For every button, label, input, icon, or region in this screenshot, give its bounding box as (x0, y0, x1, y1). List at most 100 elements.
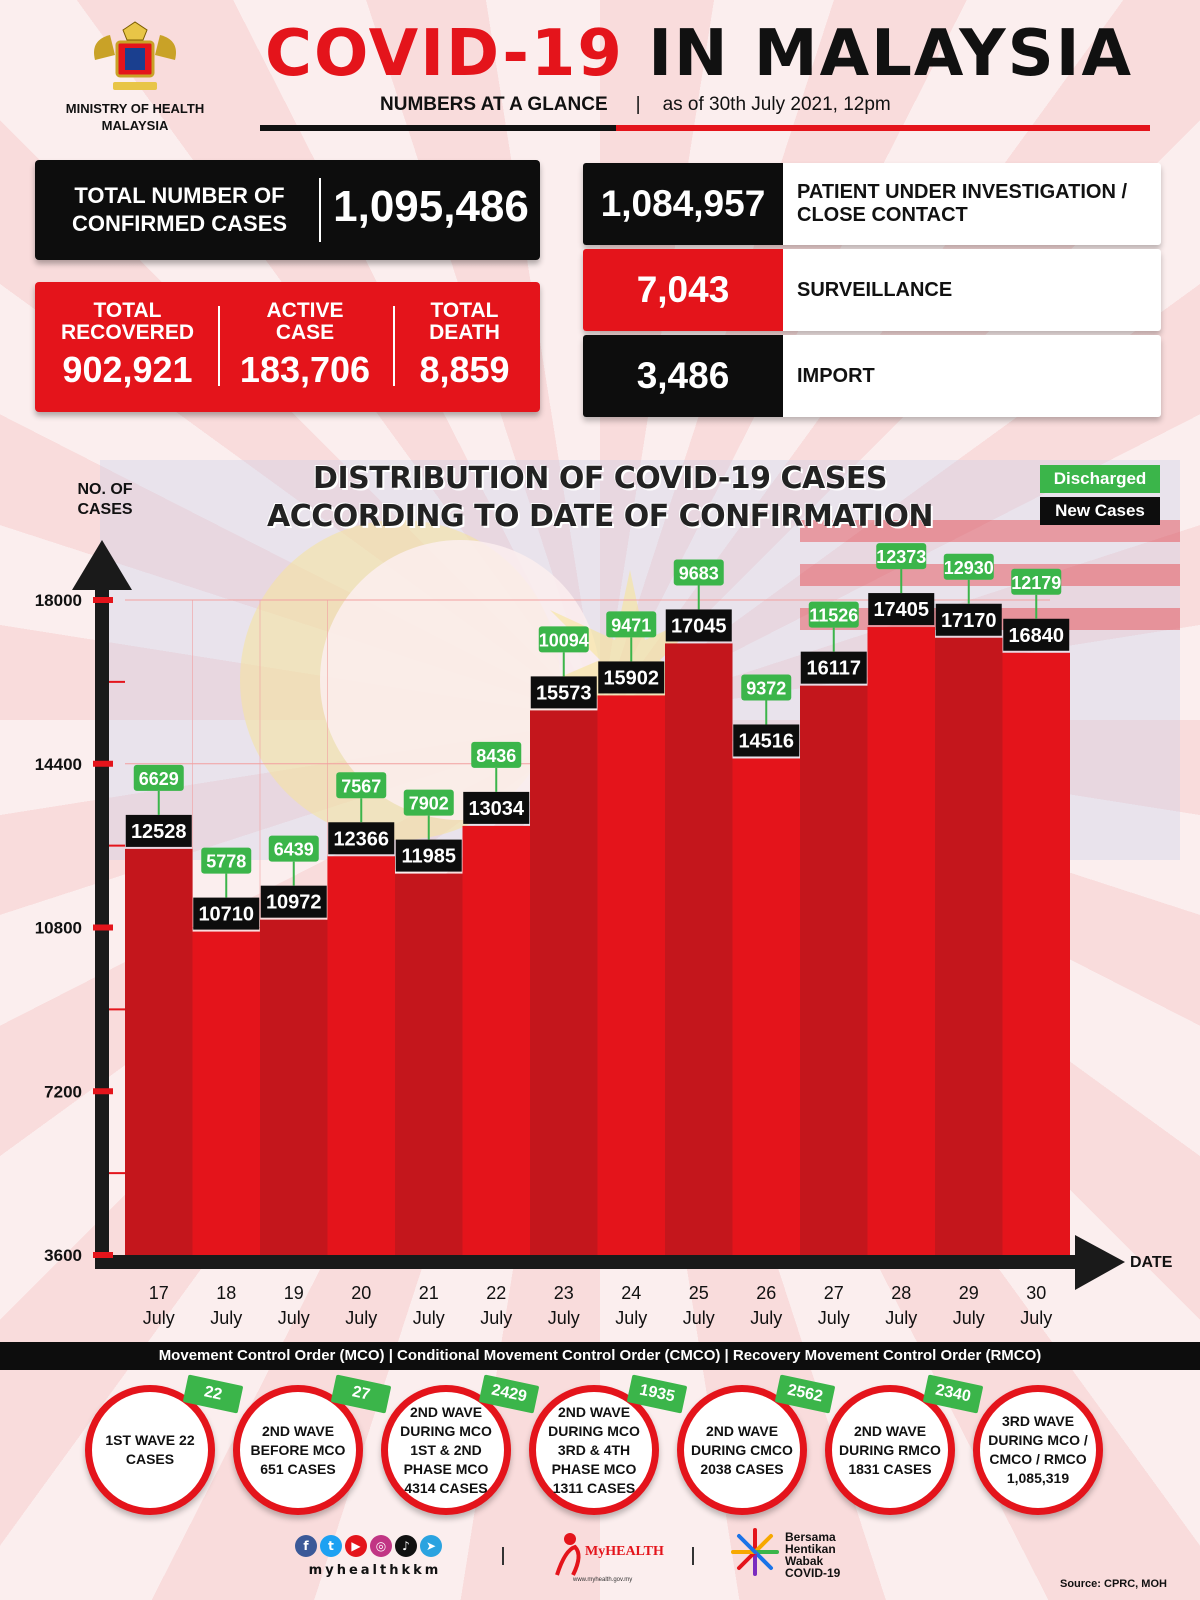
legend-new-cases: New Cases (1040, 497, 1160, 525)
twitter-icon[interactable]: t (320, 1535, 342, 1557)
new-cases-label-bg (193, 897, 260, 930)
divider (393, 306, 395, 386)
y-minor-tick (109, 1172, 125, 1175)
new-cases-label: 17405 (873, 599, 929, 621)
surveillance-row: 7,043 SURVEILLANCE (583, 249, 1161, 331)
bar-new-cases (260, 919, 328, 1255)
new-cases-label-bg (1003, 618, 1070, 651)
new-cases-label-bg (530, 676, 597, 709)
divider (319, 178, 321, 242)
new-cases-label-bg (598, 661, 665, 694)
discharged-label-bg (538, 626, 589, 653)
import-value: 3,486 (583, 335, 783, 417)
legend-discharged: Discharged (1040, 465, 1160, 493)
x-tick-month: July (480, 1308, 512, 1328)
new-cases-label-bg (395, 839, 462, 872)
x-tick-day: 23 (554, 1283, 574, 1303)
active-label: ACTIVE CASE (266, 299, 344, 344)
x-axis-line (95, 1255, 1095, 1269)
chart-legend: Discharged New Cases (1040, 465, 1160, 529)
new-cases-label-bg (868, 593, 935, 626)
y-axis-line (95, 585, 109, 1263)
new-cases-label: 16117 (806, 658, 861, 680)
y-tick (93, 597, 113, 603)
footer-divider (502, 1547, 504, 1565)
title-malaysia: IN MALAYSIA (648, 17, 1134, 91)
death-value: 8,859 (419, 349, 510, 390)
source-note: Source: CPRC, MOH (1060, 1578, 1167, 1590)
discharged-label: 9471 (611, 615, 651, 635)
as-of-date: as of 30th July 2021, 12pm (662, 94, 891, 115)
discharged-label-bg (268, 835, 319, 862)
x-tick-month: July (143, 1308, 175, 1328)
x-tick-day: 30 (1026, 1283, 1046, 1303)
discharged-label: 9372 (746, 678, 786, 698)
y-tick-label: 3600 (44, 1246, 82, 1265)
x-tick-day: 19 (284, 1283, 304, 1303)
mco-legend-bar: Movement Control Order (MCO) | Condition… (0, 1342, 1200, 1370)
new-cases-label: 17045 (671, 615, 727, 637)
discharged-label: 11526 (809, 606, 858, 626)
new-cases-label-bg (260, 885, 327, 918)
pui-label: PATIENT UNDER INVESTIGATION / CLOSE CONT… (797, 181, 1128, 226)
bar-chart: 12528 6629 10710 5778 10972 6439 12366 7567 1198… (35, 540, 1125, 1328)
discharged-label: 7902 (409, 794, 449, 814)
tiktok-icon[interactable]: ♪ (395, 1535, 417, 1557)
discharged-label-bg (673, 559, 724, 586)
x-tick-day: 27 (824, 1283, 844, 1303)
new-cases-label-bg (463, 791, 530, 824)
wave-circle: 2ND WAVE DURING MCO 3RD & 4TH PHASE MCO … (529, 1385, 659, 1515)
new-cases-label: 10972 (266, 892, 322, 914)
discharged-label: 12179 (1011, 573, 1061, 593)
x-tick-day: 17 (149, 1283, 169, 1303)
y-minor-tick (109, 1008, 125, 1011)
bar-new-cases (1002, 652, 1070, 1255)
x-tick-day: 25 (689, 1283, 709, 1303)
discharged-label: 12373 (876, 547, 926, 567)
x-tick-month: July (683, 1308, 715, 1328)
title-covid: COVID-19 (265, 17, 624, 91)
discharged-label-bg (403, 789, 454, 816)
bar-new-cases (125, 848, 193, 1255)
myhealth-url: www.myhealth.gov.my (572, 1577, 632, 1583)
discharged-label-bg (1011, 568, 1062, 595)
bar-new-cases (800, 685, 868, 1255)
new-cases-label: 14516 (738, 730, 794, 752)
x-tick-month: July (278, 1308, 310, 1328)
x-tick-month: July (615, 1308, 647, 1328)
x-tick-month: July (210, 1308, 242, 1328)
telegram-icon[interactable]: ➤ (420, 1535, 442, 1557)
instagram-icon[interactable]: ◎ (370, 1535, 392, 1557)
new-cases-label-bg (328, 822, 395, 855)
new-cases-label-bg (800, 651, 867, 684)
social-handle: myhealthkkm (308, 1563, 442, 1578)
page-title: COVID-19 IN MALAYSIA (265, 14, 1165, 94)
x-tick-month: July (345, 1308, 377, 1328)
youtube-icon[interactable]: ▶ (345, 1535, 367, 1557)
y-tick-label: 10800 (35, 919, 82, 938)
myhealth-text: MyHEALTH (585, 1544, 664, 1559)
myhealth-logo: MyHEALTH www.myhealth.gov.my (545, 1525, 665, 1585)
facebook-icon[interactable]: f (295, 1535, 317, 1557)
bar-new-cases (327, 856, 395, 1255)
confirmed-value: 1,095,486 (333, 182, 529, 231)
y-tick-label: 14400 (35, 755, 82, 774)
new-cases-label: 12528 (131, 821, 187, 843)
confirmed-cases-box: TOTAL NUMBER OF CONFIRMED CASES 1,095,48… (35, 160, 540, 260)
wave-text: 1ST WAVE 22 CASES (105, 1432, 195, 1467)
new-cases-label: 12366 (333, 828, 389, 850)
y-tick (93, 1252, 113, 1258)
bar-new-cases (665, 643, 733, 1255)
wave-text: 2ND WAVE DURING MCO 3RD & 4TH PHASE MCO … (548, 1403, 640, 1496)
bar-new-cases (530, 710, 598, 1255)
bar-new-cases (935, 637, 1003, 1255)
wave-text: 2ND WAVE DURING CMCO 2038 CASES (691, 1422, 793, 1477)
discharged-label-bg (808, 601, 859, 628)
death-cell: TOTAL DEATH 8,859 (397, 300, 532, 392)
confirmed-label: TOTAL NUMBER OF CONFIRMED CASES (71, 183, 288, 236)
surveillance-value: 7,043 (583, 249, 783, 331)
x-tick-day: 20 (351, 1283, 371, 1303)
y-tick (93, 760, 113, 767)
pui-row: 1,084,957 PATIENT UNDER INVESTIGATION / … (583, 163, 1161, 245)
footer-divider (692, 1547, 694, 1565)
